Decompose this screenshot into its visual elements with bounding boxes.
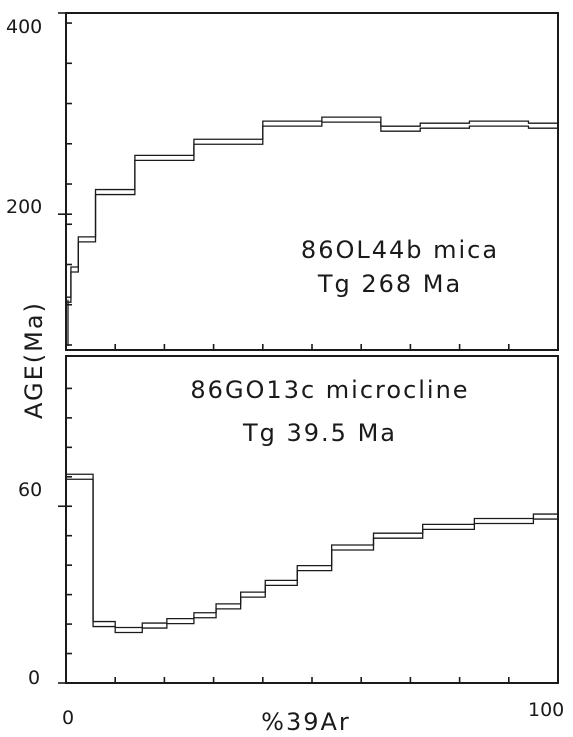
top-step — [263, 121, 322, 126]
bottom-y-tick-label-0: 0 — [28, 667, 40, 689]
bottom-step — [474, 518, 533, 523]
bottom-step — [93, 622, 115, 627]
bottom-panel-annotation-tg: Tg 39.5 Ma — [242, 419, 397, 447]
top-step — [78, 237, 95, 242]
top-step — [71, 267, 78, 272]
x-axis-title: %39Ar — [261, 708, 351, 736]
bottom-step — [142, 623, 167, 628]
top-step — [381, 126, 420, 131]
bottom-step — [167, 619, 194, 624]
x-tick-label-0: 0 — [62, 707, 74, 729]
top-spectrum — [66, 116, 558, 346]
bottom-step — [194, 613, 216, 618]
top-spectrum-lower-bound — [66, 121, 558, 303]
bottom-step — [374, 533, 423, 538]
x-tick-label-100: 100 — [528, 699, 564, 721]
bottom-step — [115, 627, 142, 632]
top-step — [420, 123, 469, 128]
top-step — [135, 155, 194, 160]
bottom-step — [241, 592, 266, 597]
bottom-y-tick-label-60: 60 — [18, 479, 42, 501]
top-spectrum-upper-bound — [66, 116, 558, 298]
top-step — [194, 139, 263, 144]
top-y-tick-label-400: 400 — [6, 16, 42, 38]
bottom-spectrum-lower-bound — [66, 478, 558, 634]
top-step — [528, 123, 558, 128]
bottom-panel-annotation-sample: 86GO13c microcline — [190, 376, 469, 404]
bottom-spectrum-upper-bound — [66, 473, 558, 629]
top-panel-annotation-sample: 86OL44b mica — [301, 236, 499, 264]
top-step — [96, 190, 135, 195]
top-y-tick-label-200: 200 — [6, 196, 42, 218]
bottom-panel: 60 0 86GO13c microcline Tg 39.5 Ma — [18, 355, 559, 689]
bottom-panel-frame — [65, 355, 559, 684]
bottom-step — [265, 580, 297, 585]
bottom-step — [332, 545, 374, 550]
bottom-step — [533, 514, 558, 519]
bottom-step — [297, 566, 331, 571]
y-axis-title: AGE(Ma) — [20, 301, 48, 419]
top-step — [322, 117, 381, 122]
bottom-panel-ticks — [58, 387, 510, 684]
top-step — [469, 121, 528, 126]
top-panel-annotation-tg: Tg 268 Ma — [317, 270, 462, 298]
top-panel-frame — [65, 12, 559, 351]
bottom-spectrum — [66, 473, 558, 634]
top-panel-ticks — [58, 12, 510, 350]
bottom-step — [423, 524, 475, 529]
bottom-step — [216, 604, 241, 609]
top-panel: 400 200 86OL44b mica Tg 268 Ma — [6, 12, 559, 351]
